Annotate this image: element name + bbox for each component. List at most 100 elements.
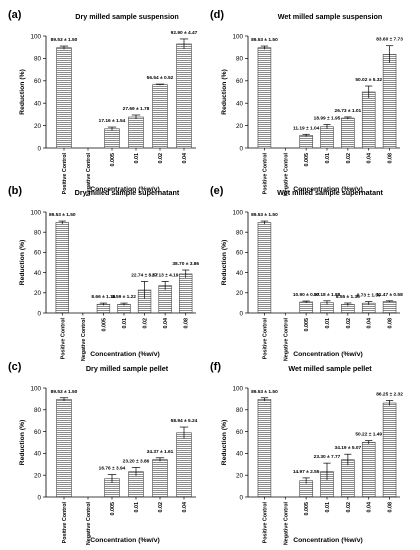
data-label: 27.13 ± 4.19: [152, 272, 179, 278]
data-label: 9.73 ± 1.59: [357, 293, 381, 299]
x-tick-label: Positive Control: [262, 502, 268, 544]
y-tick-label: 100: [232, 33, 243, 40]
y-tick-label: 100: [30, 33, 41, 40]
panel-label: (e): [210, 185, 224, 197]
data-label: 26.73 ± 1.01: [335, 108, 362, 114]
bar: [299, 135, 313, 149]
y-tick-label: 80: [236, 407, 244, 414]
y-axis-label: Reduction (%): [19, 420, 26, 466]
x-axis-label: Concentration (%w/v): [293, 186, 362, 193]
data-label: 50.22 ± 1.49: [355, 432, 382, 438]
data-label: 89.53 ± 1.50: [251, 389, 278, 395]
x-tick-label: 0.04: [367, 153, 373, 164]
panel-label: (d): [210, 9, 224, 21]
bar: [341, 459, 355, 498]
data-label: 8.66 ± 1.16: [91, 294, 115, 300]
y-tick-label: 60: [34, 78, 42, 85]
x-tick-label: 0.08: [388, 153, 394, 164]
data-label: 83.60 ± 7.73: [376, 37, 403, 43]
x-tick-label: 0.01: [325, 318, 331, 329]
data-label: 89.53 ± 1.50: [49, 212, 76, 218]
y-tick-label: 40: [34, 101, 42, 108]
chart-panel: (a) Dry milled sample suspension 0 20 40 60 80…: [8, 9, 198, 196]
data-label: 23.30 ± 7.77: [314, 454, 341, 460]
x-tick-label: Positive Control: [262, 153, 268, 195]
x-tick-label: 0.04: [182, 502, 188, 513]
data-label: 38.70 ± 3.86: [172, 261, 199, 267]
x-tick-label: 0.02: [346, 502, 352, 513]
bar: [257, 399, 272, 498]
y-axis-label: Reduction (%): [221, 240, 228, 286]
chart-panel: (f) Wet milled sample pellet 0 20 40 60 80 100 R…: [210, 361, 403, 545]
x-tick-label: 0.04: [367, 318, 373, 329]
y-tick-label: 40: [236, 270, 244, 277]
chart-title: Dry milled sample pellet: [86, 364, 169, 373]
bar: [341, 117, 355, 149]
data-label: 89.53 ± 1.50: [51, 37, 78, 43]
y-tick-label: 80: [34, 56, 42, 63]
x-axis-label: Concentration (%w/v): [293, 351, 362, 358]
panel-label: (f): [210, 361, 221, 373]
chart-title: Wet milled sample suspension: [278, 12, 383, 21]
x-tick-label: 0.04: [182, 153, 188, 164]
x-tick-label: 0.08: [388, 318, 394, 329]
x-tick-label: 0.04: [367, 502, 373, 513]
panel-label: (c): [8, 361, 22, 373]
y-tick-label: 0: [37, 494, 41, 501]
bar: [299, 301, 313, 314]
data-label: 18.99 ± 1.95: [314, 116, 341, 122]
y-tick-label: 20: [34, 123, 42, 130]
chart-panel: (c) Dry milled sample pellet 0 20 40 60 80 100 R…: [8, 361, 198, 545]
y-tick-label: 80: [236, 56, 244, 63]
bar: [56, 47, 72, 149]
data-label: 16.76 ± 3.94: [99, 465, 126, 471]
y-axis-label: Reduction (%): [221, 420, 228, 466]
data-label: 89.53 ± 1.50: [251, 37, 278, 43]
x-tick-label: Positive Control: [60, 318, 66, 360]
x-tick-label: 0.08: [184, 318, 190, 329]
x-tick-label: 0.02: [346, 318, 352, 329]
x-tick-label: 0.02: [158, 502, 164, 513]
chart-panel: (d) Wet milled sample suspension 0 20 40 60 80…: [210, 9, 403, 196]
chart-title: Wet milled sample supernatant: [277, 188, 383, 197]
bar: [257, 47, 272, 149]
data-label: 86.25 ± 2.32: [376, 391, 403, 397]
y-tick-label: 100: [30, 385, 41, 392]
y-axis-label: Reduction (%): [221, 69, 228, 115]
bar: [55, 222, 69, 314]
x-tick-label: 0.01: [325, 153, 331, 164]
y-tick-label: 80: [34, 407, 42, 414]
bar: [152, 459, 168, 498]
x-tick-label: 0.005: [101, 318, 107, 332]
data-label: 89.53 ± 1.50: [51, 389, 78, 395]
y-tick-label: 40: [34, 451, 42, 458]
x-tick-label: 0.01: [134, 502, 140, 513]
y-tick-label: 20: [34, 473, 42, 480]
x-axis-label: Concentration (%w/v): [90, 537, 159, 544]
data-label: 10.90 ± 0.97: [293, 292, 320, 298]
x-tick-label: 0.005: [110, 153, 116, 167]
data-label: 22.74 ± 8.57: [131, 272, 158, 278]
x-tick-label: Negative Control: [81, 318, 87, 362]
y-tick-label: 60: [236, 78, 244, 85]
x-axis-label: Concentration (%w/v): [90, 186, 159, 193]
panel-label: (b): [8, 185, 22, 197]
chart-title: Dry milled sample suspension: [75, 12, 178, 21]
data-label: 56.54 ± 0.52: [147, 75, 174, 81]
x-tick-label: Positive Control: [62, 502, 68, 544]
data-label: 92.90 ± 4.47: [171, 30, 198, 36]
y-tick-label: 20: [236, 123, 244, 130]
y-tick-label: 0: [239, 145, 243, 152]
y-tick-label: 60: [34, 429, 42, 436]
bar: [361, 441, 376, 498]
y-tick-label: 40: [34, 270, 42, 277]
bar: [96, 303, 111, 314]
data-label: 8.55 ± 1.36: [336, 294, 360, 300]
data-label: 14.97 ± 2.55: [293, 469, 320, 475]
x-tick-label: Negative Control: [283, 502, 289, 546]
y-axis-label: Reduction (%): [19, 69, 26, 115]
x-axis-label: Concentration (%w/v): [293, 537, 362, 544]
data-label: 58.94 ± 5.24: [171, 418, 198, 424]
data-label: 50.02 ± 5.32: [355, 77, 382, 83]
y-tick-label: 20: [236, 473, 244, 480]
